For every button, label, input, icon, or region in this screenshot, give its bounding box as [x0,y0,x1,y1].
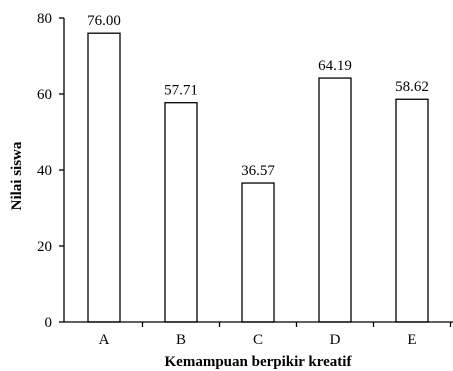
x-tick-label-d: D [330,332,341,348]
data-label-a: 76.00 [87,13,121,29]
bar-c [241,182,275,323]
y-tick-label: 60 [37,87,52,103]
x-tick-label-e: E [407,332,416,348]
bar-e [395,98,429,323]
data-label-e: 58.62 [395,79,429,95]
y-tick-label: 40 [37,163,52,179]
y-tick-label: 20 [37,239,52,255]
x-tick-label-b: B [176,332,186,348]
x-tick-label-c: C [253,332,263,348]
data-labels: 76.00 57.71 36.57 64.19 58.62 [87,13,429,179]
data-label-d: 64.19 [318,58,352,74]
y-axis-title: Nilai siswa [9,141,25,210]
y-tick-label: 80 [37,11,52,27]
data-label-b: 57.71 [164,83,198,99]
x-tick-label-a: A [99,332,110,348]
bar-d [318,77,352,323]
bars-layer [87,32,429,323]
x-axis-title: Kemampuan berpikir kreatif [165,354,353,370]
bar-a [87,32,121,323]
y-tick-label: 0 [45,315,53,331]
data-label-c: 36.57 [241,163,275,179]
bar-b [164,102,198,323]
y-ticks: 0 20 40 60 80 [37,11,64,331]
x-ticks: A B C D E [99,322,452,348]
